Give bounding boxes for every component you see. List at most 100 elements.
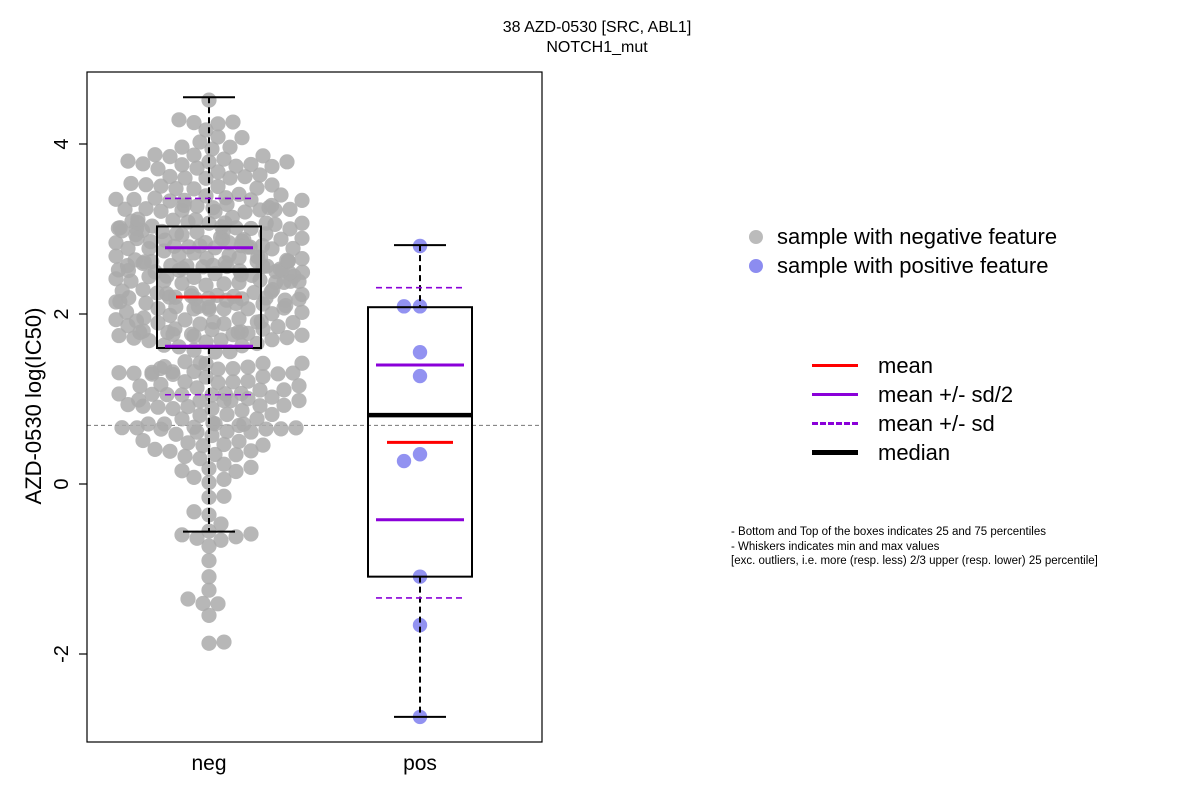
data-point-neg <box>168 226 185 242</box>
data-point-neg <box>147 147 163 163</box>
data-point-neg <box>210 116 226 132</box>
data-point-neg <box>285 240 301 257</box>
data-point-neg <box>222 139 238 155</box>
data-point-neg <box>147 441 163 457</box>
data-point-pos <box>412 368 428 384</box>
data-point-neg <box>228 158 244 174</box>
data-point-neg <box>221 247 237 264</box>
data-point-neg <box>189 380 205 396</box>
y-axis-label: AZD-0530 log(IC50) <box>21 308 46 505</box>
data-point-neg <box>162 168 178 185</box>
data-point-neg <box>201 635 217 651</box>
data-point-neg <box>153 376 169 393</box>
data-point-neg <box>150 161 166 177</box>
data-point-neg <box>201 553 217 569</box>
data-point-neg <box>252 398 268 414</box>
data-point-neg <box>254 238 271 254</box>
legend-item-mean: mean <box>812 351 1013 380</box>
data-point-neg <box>153 203 169 219</box>
legend-label-negative: sample with negative feature <box>777 224 1058 249</box>
data-point-neg <box>225 114 241 130</box>
data-point-neg <box>111 365 127 381</box>
data-point-pos <box>412 345 428 360</box>
data-point-neg <box>210 178 226 195</box>
chart-title: 38 AZD-0530 [SRC, ABL1] <box>502 19 692 36</box>
data-point-neg <box>201 607 217 623</box>
data-point-neg <box>201 507 217 523</box>
data-point-neg <box>120 153 136 169</box>
note-line: [exc. outliers, i.e. more (resp. less) 2… <box>731 555 1098 567</box>
data-point-neg <box>138 295 154 311</box>
data-point-neg <box>162 193 178 209</box>
data-point-neg <box>216 436 232 453</box>
data-point-neg <box>189 224 205 240</box>
legend-item-median: median <box>812 438 1013 467</box>
data-point-neg <box>285 314 301 331</box>
data-point-neg <box>273 421 289 437</box>
data-point-neg <box>277 292 293 308</box>
data-point-neg <box>180 591 196 607</box>
data-point-neg <box>132 378 148 394</box>
data-point-neg <box>171 112 187 128</box>
data-point-neg <box>189 198 205 214</box>
data-point-neg <box>236 231 252 248</box>
data-point-neg <box>233 324 249 340</box>
data-point-neg <box>234 130 250 146</box>
data-point-neg <box>240 359 256 375</box>
data-point-neg <box>126 191 142 208</box>
data-point-neg <box>167 321 183 337</box>
data-point-neg <box>114 283 130 299</box>
x-tick-label: neg <box>191 752 226 775</box>
legend-label-sd: mean +/- sd <box>878 411 995 436</box>
data-point-neg <box>264 332 280 348</box>
data-point-neg <box>279 154 295 170</box>
data-point-neg <box>201 582 217 598</box>
data-point-neg <box>174 387 190 403</box>
data-point-neg <box>123 175 139 192</box>
data-point-neg <box>138 201 154 217</box>
data-point-neg <box>213 532 229 548</box>
data-point-neg <box>174 463 190 479</box>
data-point-neg <box>237 169 253 185</box>
data-point-neg <box>222 170 238 186</box>
data-point-neg <box>192 134 208 150</box>
data-point-neg <box>216 151 232 167</box>
legend-marker-negative <box>749 229 763 244</box>
data-point-neg <box>186 469 202 485</box>
data-point-neg <box>210 375 226 391</box>
data-point-neg <box>177 354 193 370</box>
data-point-neg <box>264 177 280 193</box>
data-point-neg <box>294 286 310 303</box>
data-point-pos <box>396 453 412 469</box>
data-point-neg <box>187 212 204 228</box>
data-point-neg <box>143 233 159 250</box>
data-point-neg <box>225 361 241 377</box>
data-point-pos <box>412 447 428 462</box>
data-point-neg <box>186 181 202 197</box>
data-point-neg <box>228 447 244 463</box>
data-point-neg <box>276 397 292 413</box>
data-point-neg <box>210 361 226 377</box>
data-point-neg <box>186 504 202 520</box>
data-point-neg <box>156 358 173 375</box>
data-point-neg <box>264 158 280 175</box>
data-point-neg <box>255 355 271 371</box>
lines-legend: mean mean +/- sd/2 mean +/- sd median <box>812 351 1013 467</box>
data-point-neg <box>255 437 271 453</box>
data-point-neg <box>180 435 196 451</box>
data-point-neg <box>207 446 223 463</box>
data-point-neg <box>264 306 280 322</box>
data-point-neg <box>192 393 208 409</box>
data-point-neg <box>294 251 310 267</box>
data-point-neg <box>294 304 310 320</box>
data-point-neg <box>240 373 256 389</box>
data-point-neg <box>228 463 244 480</box>
legend-line-mean <box>812 364 858 367</box>
data-point-neg <box>270 366 286 382</box>
data-point-neg <box>177 448 193 464</box>
method-notes: - Bottom and Top of the boxes indicates … <box>731 525 1098 569</box>
legend-line-median <box>812 450 858 455</box>
data-point-neg <box>243 192 259 208</box>
legend-label-sd-half: mean +/- sd/2 <box>878 382 1014 407</box>
data-point-neg <box>243 459 259 475</box>
